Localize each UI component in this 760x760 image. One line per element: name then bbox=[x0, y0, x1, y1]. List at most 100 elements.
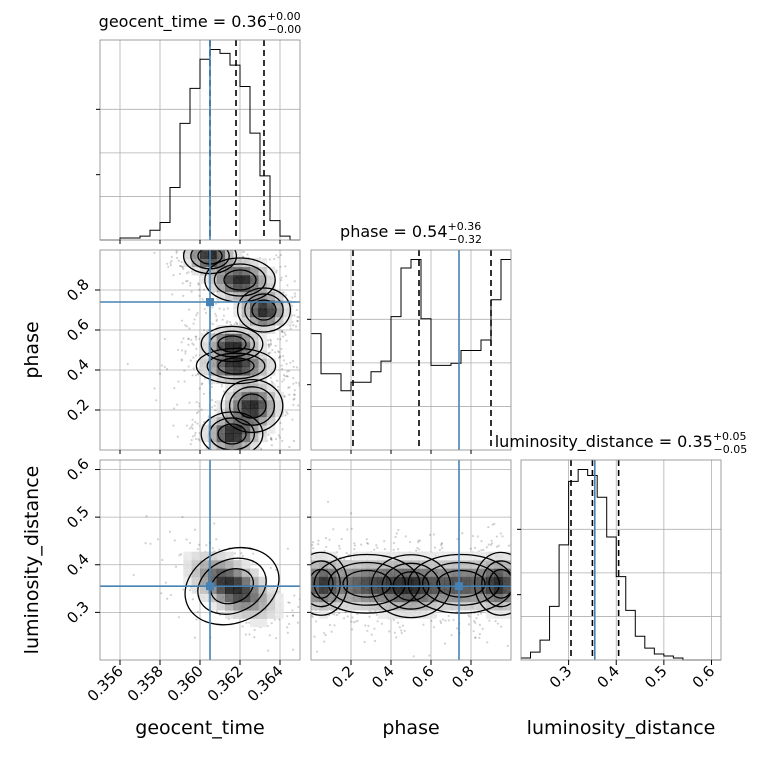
sample-point bbox=[186, 227, 188, 229]
sample-point bbox=[132, 573, 135, 577]
sample-point bbox=[196, 247, 198, 249]
sample-point bbox=[364, 624, 367, 627]
sample-point bbox=[518, 578, 520, 580]
sample-point bbox=[342, 617, 346, 620]
density-cell bbox=[361, 576, 370, 586]
sample-point bbox=[432, 533, 436, 536]
density-cell bbox=[494, 610, 504, 619]
sample-point bbox=[467, 623, 470, 626]
sample-point bbox=[220, 241, 222, 243]
sample-point bbox=[370, 633, 373, 636]
density-cell bbox=[402, 610, 412, 619]
sample-point bbox=[304, 319, 306, 321]
density-cell bbox=[477, 560, 487, 569]
sample-point bbox=[512, 567, 514, 569]
density-cell bbox=[386, 560, 395, 569]
sample-point bbox=[309, 336, 311, 338]
contour-line bbox=[213, 263, 267, 297]
sample-point bbox=[305, 296, 307, 298]
sample-point bbox=[533, 564, 535, 566]
density-cell bbox=[386, 601, 395, 611]
sample-point bbox=[517, 560, 519, 562]
sample-point bbox=[195, 230, 197, 232]
sample-point bbox=[185, 424, 189, 427]
sample-point bbox=[293, 389, 296, 392]
sample-point bbox=[488, 619, 491, 622]
sample-point bbox=[513, 561, 515, 563]
sample-point bbox=[277, 385, 280, 388]
sample-point bbox=[186, 454, 188, 456]
sample-point bbox=[305, 616, 307, 618]
x-tick-label: 0.4 bbox=[368, 662, 398, 692]
density-cell bbox=[275, 291, 284, 301]
density-cell bbox=[411, 585, 420, 594]
sample-point bbox=[293, 280, 296, 283]
sample-point bbox=[383, 540, 386, 543]
density-cell bbox=[452, 551, 462, 561]
density-cell bbox=[352, 568, 362, 578]
density-cell bbox=[486, 601, 495, 611]
density-cell bbox=[469, 585, 479, 594]
sample-point bbox=[311, 615, 314, 618]
density-cell bbox=[191, 250, 201, 259]
sample-point bbox=[233, 552, 237, 555]
density-cell bbox=[283, 300, 293, 309]
density-cell bbox=[225, 441, 234, 450]
density-cell bbox=[241, 358, 251, 368]
sample-point bbox=[302, 409, 304, 411]
sample-point bbox=[205, 244, 207, 246]
sample-point bbox=[440, 542, 443, 546]
sample-point bbox=[195, 354, 198, 357]
sample-point bbox=[291, 572, 293, 574]
sample-point bbox=[276, 590, 280, 593]
density-cell bbox=[250, 333, 259, 343]
density-cell bbox=[477, 593, 487, 603]
sample-point bbox=[305, 576, 307, 578]
sample-point bbox=[177, 259, 180, 262]
density-cell bbox=[344, 593, 354, 603]
sample-point bbox=[249, 244, 251, 246]
density-cell bbox=[452, 601, 462, 611]
sample-point bbox=[193, 528, 197, 531]
sample-point bbox=[373, 610, 376, 613]
density-cell bbox=[266, 610, 276, 619]
sample-point bbox=[304, 574, 306, 576]
sample-point bbox=[206, 455, 208, 457]
hist-panel-geocent_time: geocent_time = 0.36+0.00 −0.00 bbox=[96, 10, 301, 241]
density-cell bbox=[502, 568, 511, 578]
sample-point bbox=[286, 553, 288, 555]
sample-point bbox=[188, 589, 192, 592]
sample-point bbox=[326, 500, 330, 504]
density-cell bbox=[336, 560, 345, 569]
sample-point bbox=[287, 588, 289, 590]
sample-point bbox=[126, 362, 129, 366]
sample-point bbox=[518, 587, 520, 589]
sample-point bbox=[380, 622, 383, 625]
density-cell bbox=[216, 341, 226, 351]
sample-point bbox=[303, 604, 305, 606]
contour-line bbox=[236, 287, 292, 333]
sample-point bbox=[306, 586, 308, 588]
sample-point bbox=[171, 293, 174, 296]
sample-point bbox=[395, 532, 398, 535]
sample-point bbox=[165, 262, 169, 265]
sample-point bbox=[282, 354, 285, 358]
density-cell bbox=[336, 568, 345, 578]
density-cell bbox=[461, 601, 470, 611]
density-cell bbox=[386, 568, 395, 578]
sample-point bbox=[224, 225, 226, 227]
sample-point bbox=[286, 284, 289, 287]
sample-point bbox=[286, 631, 289, 634]
sample-point bbox=[202, 241, 204, 243]
density-cell bbox=[258, 416, 268, 426]
sample-point bbox=[269, 339, 273, 343]
sample-point bbox=[197, 438, 200, 441]
density-cell bbox=[352, 560, 362, 569]
sample-point bbox=[281, 335, 285, 338]
density-cell bbox=[444, 601, 454, 611]
sample-point bbox=[528, 581, 530, 583]
sample-point bbox=[295, 592, 297, 594]
sample-point bbox=[409, 540, 412, 544]
density-cell bbox=[225, 601, 234, 611]
sample-point bbox=[192, 367, 195, 370]
